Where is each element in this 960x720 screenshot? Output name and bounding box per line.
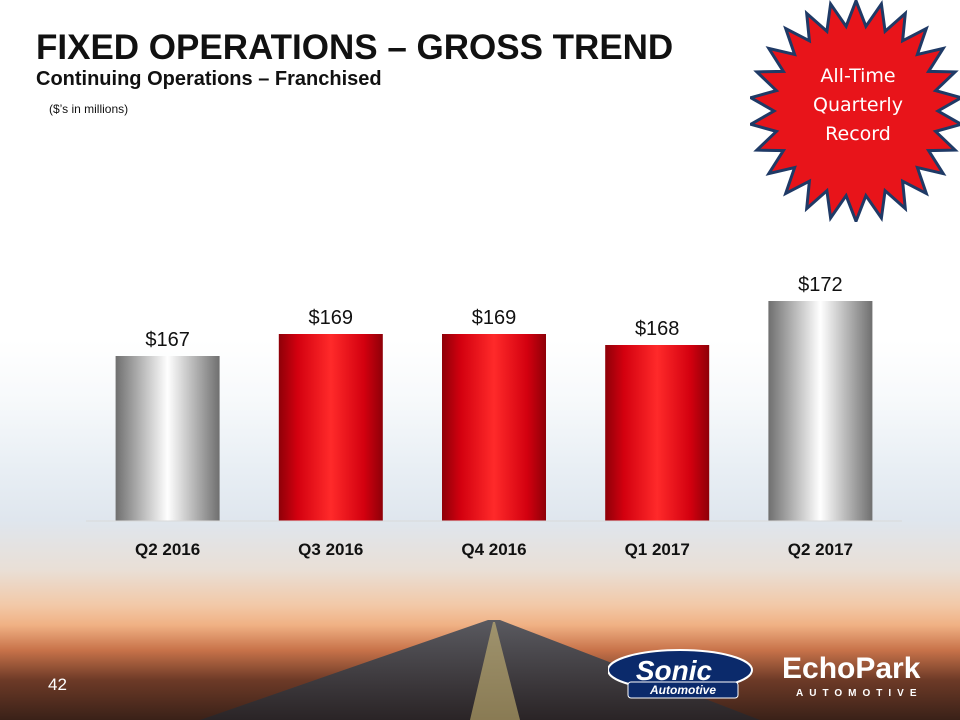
slide-title: FIXED OPERATIONS – GROSS TREND (36, 28, 674, 67)
sonic-subtext: Automotive (649, 683, 716, 697)
data-label-q3-2016: $169 (309, 307, 354, 329)
record-callout-text: All-Time Quarterly Record (780, 62, 936, 149)
bar-q2-2016 (115, 356, 220, 521)
echopark-wordmark: EchoPark (782, 652, 921, 685)
bar-q3-2016 (278, 334, 383, 521)
road-background-image (200, 620, 760, 720)
units-note: ($’s in millions) (49, 102, 129, 116)
page-number: 42 (48, 675, 67, 694)
x-tick-label-q1-2017: Q1 2017 (625, 540, 690, 559)
callout-line-1: All-Time (820, 65, 896, 87)
x-tick-label-q4-2016: Q4 2016 (461, 540, 526, 559)
data-label-q4-2016: $169 (472, 307, 517, 329)
callout-line-3: Record (825, 123, 891, 145)
sonic-automotive-logo: Sonic Automotive (608, 649, 753, 699)
record-starburst-badge (750, 0, 960, 222)
bar-q4-2016 (442, 334, 546, 521)
echopark-logo: EchoPark AUTOMOTIVE (782, 652, 922, 699)
bar-q1-2017 (605, 345, 710, 521)
starburst-shape (750, 0, 960, 222)
data-label-q2-2016: $167 (145, 329, 190, 351)
bar-q2-2017 (768, 301, 873, 521)
x-tick-label-q2-2017: Q2 2017 (788, 540, 853, 559)
echopark-subtext: AUTOMOTIVE (796, 688, 922, 699)
x-tick-label-q2-2016: Q2 2016 (135, 540, 200, 559)
slide-subtitle: Continuing Operations – Franchised (36, 68, 382, 90)
callout-line-2: Quarterly (813, 94, 903, 116)
data-label-q2-2017: $172 (798, 274, 843, 296)
x-tick-label-q3-2016: Q3 2016 (298, 540, 363, 559)
data-label-q1-2017: $168 (635, 318, 680, 340)
sonic-wordmark: Sonic (636, 655, 713, 686)
